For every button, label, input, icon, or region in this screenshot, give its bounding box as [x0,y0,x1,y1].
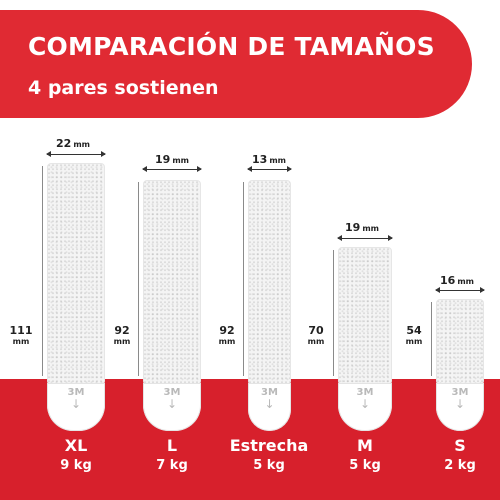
down-arrow-icon: ↓ [454,397,466,411]
width-dimension-line [142,166,202,172]
weight-capacity: 2 kg [444,458,476,473]
weight-capacity: 5 kg [253,458,285,473]
width-label: 22 mm [56,137,90,150]
height-label: 92 mm [113,324,131,346]
height-dimension-line [431,302,432,376]
height-label: 54 mm [405,324,423,346]
size-name: M [357,436,373,455]
down-arrow-icon: ↓ [70,397,82,411]
width-dimension-line [247,166,292,172]
3m-logo: 3M [451,387,469,398]
height-label: 70 mm [307,324,325,346]
strip-body [47,163,105,385]
width-dimension-line [46,151,106,157]
width-dimension-line [337,235,393,241]
pull-tab: 3M ↓ [143,383,201,431]
width-label: 19 mm [155,153,189,166]
height-dimension-line [333,250,334,376]
3m-logo: 3M [356,387,374,398]
size-name: S [454,436,466,455]
3m-logo: 3M [163,387,181,398]
size-name: XL [64,436,88,455]
width-dimension-line [435,287,485,293]
height-dimension-line [243,182,244,376]
strip-body [143,180,201,385]
down-arrow-icon: ↓ [166,397,178,411]
size-name: Estrecha [229,436,309,455]
strip-body [338,247,392,385]
page-title: COMPARACIÓN DE TAMAÑOS [28,32,435,61]
width-label: 16 mm [440,274,474,287]
width-label: 19 mm [345,221,379,234]
height-dimension-line [42,166,43,376]
weight-capacity: 7 kg [156,458,188,473]
strip-body [436,299,484,385]
page-subtitle: 4 pares sostienen [28,77,219,99]
height-label: 92 mm [218,324,236,346]
3m-logo: 3M [67,387,85,398]
height-dimension-line [138,182,139,376]
pull-tab: 3M ↓ [338,383,392,431]
3m-logo: 3M [261,387,278,398]
pull-tab: 3M ↓ [248,383,291,431]
height-label: 111 mm [9,324,33,346]
width-label: 13 mm [252,153,286,166]
pull-tab: 3M ↓ [436,383,484,431]
title-banner [0,10,472,118]
down-arrow-icon: ↓ [264,397,275,411]
down-arrow-icon: ↓ [359,397,371,411]
weight-capacity: 5 kg [349,458,381,473]
strip-body [248,180,291,385]
size-name: L [166,436,178,455]
pull-tab: 3M ↓ [47,383,105,431]
weight-capacity: 9 kg [60,458,92,473]
